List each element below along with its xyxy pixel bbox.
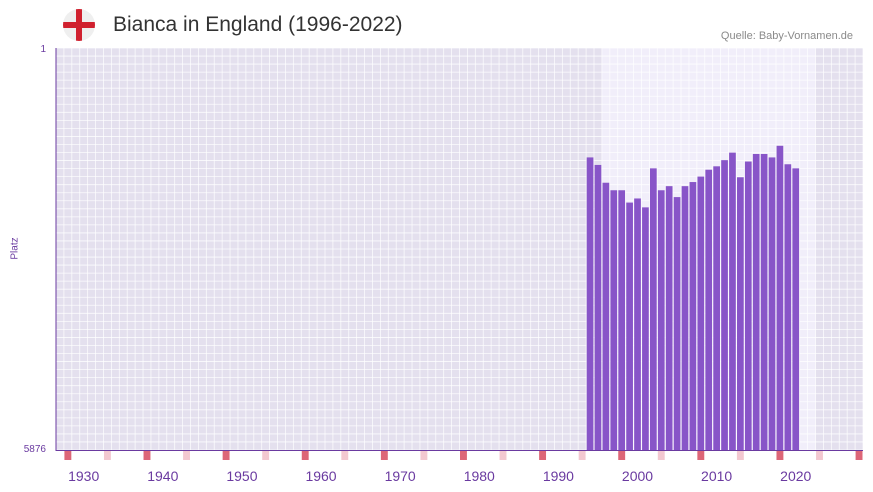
- bar-1996: [602, 182, 610, 451]
- year-marker-1993: [578, 451, 586, 460]
- year-marker-1933: [103, 451, 111, 460]
- year-marker-1948: [222, 451, 230, 460]
- bar-2016: [760, 153, 768, 450]
- x-tick-2010: 2010: [701, 468, 732, 484]
- x-tick-1970: 1970: [385, 468, 416, 484]
- year-marker-1998: [618, 451, 626, 460]
- source-credit: Quelle: Baby-Vornamen.de: [720, 30, 853, 42]
- bar-2004: [665, 186, 673, 450]
- x-tick-1990: 1990: [543, 468, 574, 484]
- bar-2014: [744, 161, 752, 451]
- chart-title: Bianca in England (1996-2022): [113, 13, 403, 36]
- bar-2002: [649, 168, 657, 450]
- bar-2011: [721, 160, 728, 450]
- year-marker-2028: [855, 451, 863, 460]
- bar-2017: [768, 157, 776, 451]
- bar-1995: [594, 164, 602, 450]
- x-tick-1960: 1960: [305, 468, 336, 484]
- x-tick-1980: 1980: [464, 468, 495, 484]
- y-tick-top: 1: [40, 44, 46, 55]
- bar-2010: [713, 166, 720, 450]
- england-flag-icon: [63, 9, 95, 41]
- bar-2019: [784, 164, 792, 450]
- bar-2001: [642, 207, 649, 450]
- year-marker-1943: [183, 451, 190, 460]
- bar-1994: [586, 157, 594, 451]
- bar-2008: [697, 176, 705, 450]
- x-tick-1930: 1930: [68, 468, 99, 484]
- bar-2013: [737, 177, 744, 450]
- year-marker-2013: [736, 451, 744, 460]
- year-marker-2023: [816, 451, 823, 460]
- year-marker-1983: [499, 451, 507, 460]
- bar-2012: [729, 152, 736, 451]
- year-marker-1953: [262, 451, 270, 460]
- bar-1998: [618, 190, 626, 450]
- x-tick-2020: 2020: [780, 468, 811, 484]
- bar-2003: [657, 190, 665, 450]
- bar-2005: [673, 197, 681, 450]
- bar-2000: [634, 198, 641, 450]
- bar-2006: [681, 186, 689, 450]
- year-marker-1988: [539, 451, 547, 460]
- year-marker-1928: [64, 451, 72, 460]
- year-marker-1968: [380, 451, 388, 460]
- year-marker-2003: [657, 451, 665, 460]
- year-marker-1963: [341, 451, 349, 460]
- year-marker-1973: [420, 451, 428, 460]
- x-tick-2000: 2000: [622, 468, 653, 484]
- year-marker-1978: [460, 451, 467, 460]
- x-tick-1940: 1940: [147, 468, 178, 484]
- bar-2015: [752, 153, 760, 450]
- x-tick-1950: 1950: [226, 468, 257, 484]
- year-marker-1938: [143, 451, 151, 460]
- bar-1999: [626, 202, 633, 450]
- year-marker-2018: [776, 451, 784, 460]
- bar-2009: [705, 169, 713, 451]
- bar-2020: [792, 168, 800, 450]
- bar-2007: [689, 182, 697, 450]
- flag-cross-vertical: [76, 9, 82, 41]
- year-marker-1958: [301, 451, 309, 460]
- year-marker-2008: [697, 451, 705, 460]
- bar-1997: [610, 190, 618, 450]
- y-tick-bottom: 5876: [23, 444, 46, 455]
- bar-2018: [776, 145, 784, 450]
